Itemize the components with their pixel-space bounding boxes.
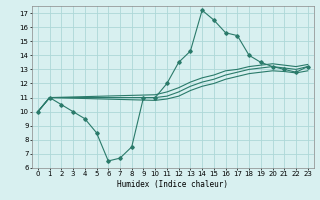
X-axis label: Humidex (Indice chaleur): Humidex (Indice chaleur) (117, 180, 228, 189)
